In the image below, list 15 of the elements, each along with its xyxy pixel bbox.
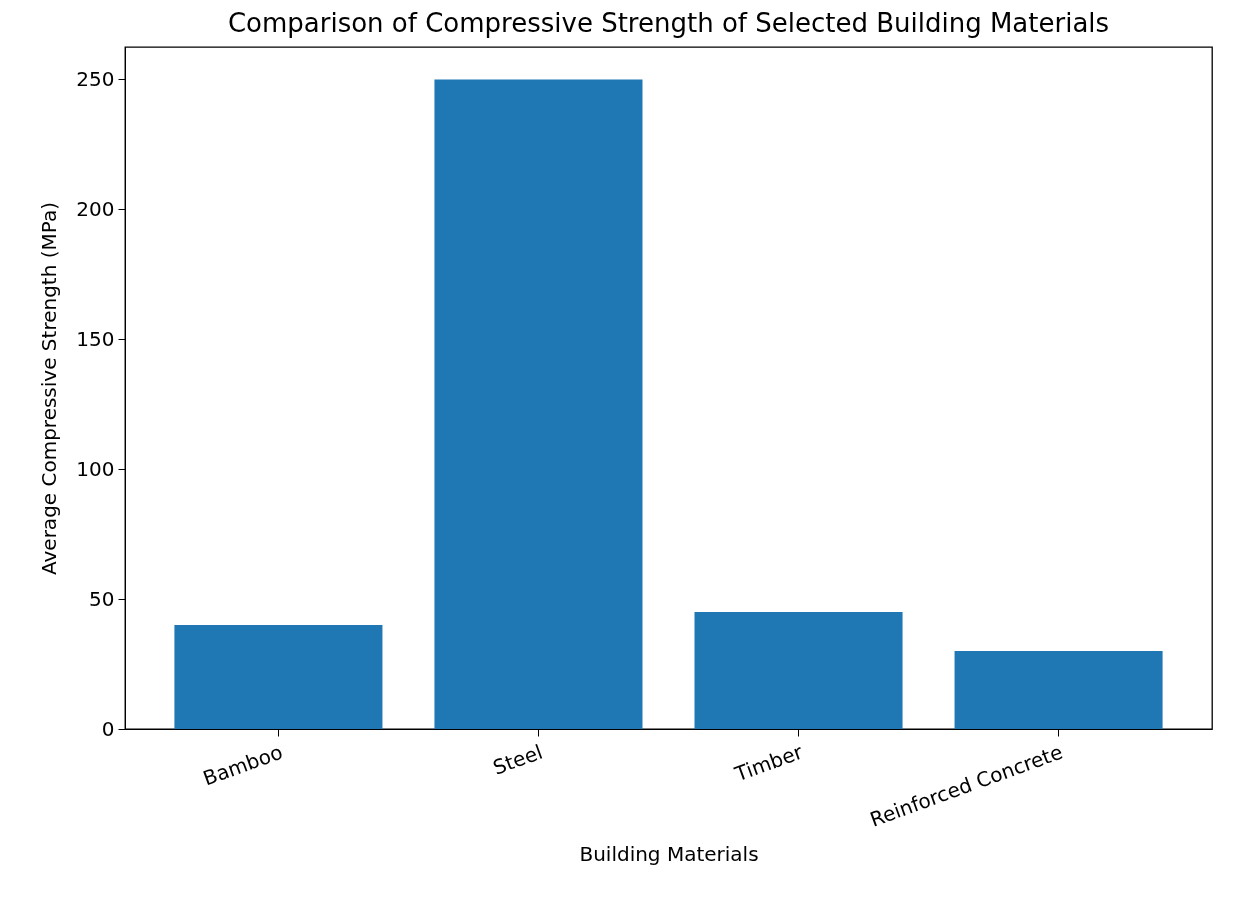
bar <box>174 625 383 729</box>
y-tick-label: 200 <box>76 196 115 221</box>
y-tick-label: 250 <box>76 66 115 91</box>
bar <box>694 612 903 729</box>
x-tick-label: Steel <box>489 739 546 780</box>
y-tick-label: 0 <box>101 716 115 741</box>
bar <box>954 651 1163 729</box>
x-tick-label: Timber <box>730 739 807 787</box>
y-tick-label: 150 <box>76 326 115 351</box>
y-tick-label: 100 <box>76 456 115 481</box>
x-axis-title: Building Materials <box>579 841 759 866</box>
y-axis-title: Average Compressive Strength (MPa) <box>37 202 62 575</box>
chart-title: Comparison of Compressive Strength of Selected Building Materials <box>227 8 1110 38</box>
bar <box>434 79 643 729</box>
y-tick-label: 50 <box>89 586 115 611</box>
